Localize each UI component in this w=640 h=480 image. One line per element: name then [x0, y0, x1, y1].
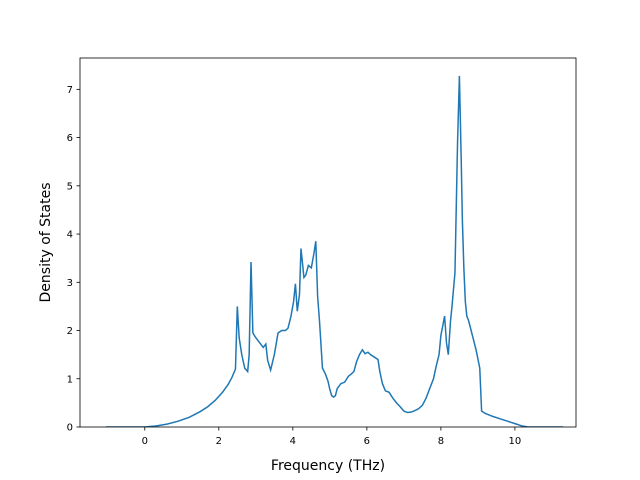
plot-frame [79, 57, 577, 428]
y-tick-label: 2 [67, 326, 73, 337]
x-tick-label: 0 [142, 436, 148, 447]
x-axis-label: Frequency (THz) [271, 458, 385, 474]
x-tick-label: 4 [290, 436, 296, 447]
x-tick-label: 8 [438, 436, 444, 447]
x-tick-label: 6 [364, 436, 370, 447]
y-tick-label: 0 [67, 423, 73, 434]
y-tick-label: 5 [67, 181, 73, 192]
x-tick-label: 10 [509, 436, 522, 447]
x-axis-ticks: 0 2 4 6 8 10 [142, 427, 522, 447]
y-axis-label: Density of States [38, 183, 54, 303]
y-tick-label: 7 [67, 85, 73, 96]
plot-area [79, 57, 577, 428]
y-axis-ticks: 0 1 2 3 4 5 6 7 [67, 85, 80, 434]
y-tick-label: 6 [67, 133, 73, 144]
y-tick-label: 1 [67, 374, 73, 385]
y-tick-label: 4 [67, 230, 73, 241]
x-tick-label: 2 [216, 436, 222, 447]
y-tick-label: 3 [67, 278, 73, 289]
dos-line [105, 75, 564, 427]
